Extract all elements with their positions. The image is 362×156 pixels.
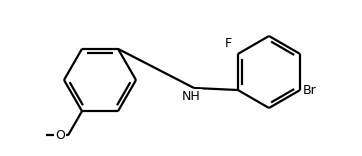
Text: F: F (225, 37, 232, 50)
Text: O: O (55, 129, 65, 142)
Text: NH: NH (182, 90, 201, 103)
Text: Br: Br (303, 83, 317, 97)
